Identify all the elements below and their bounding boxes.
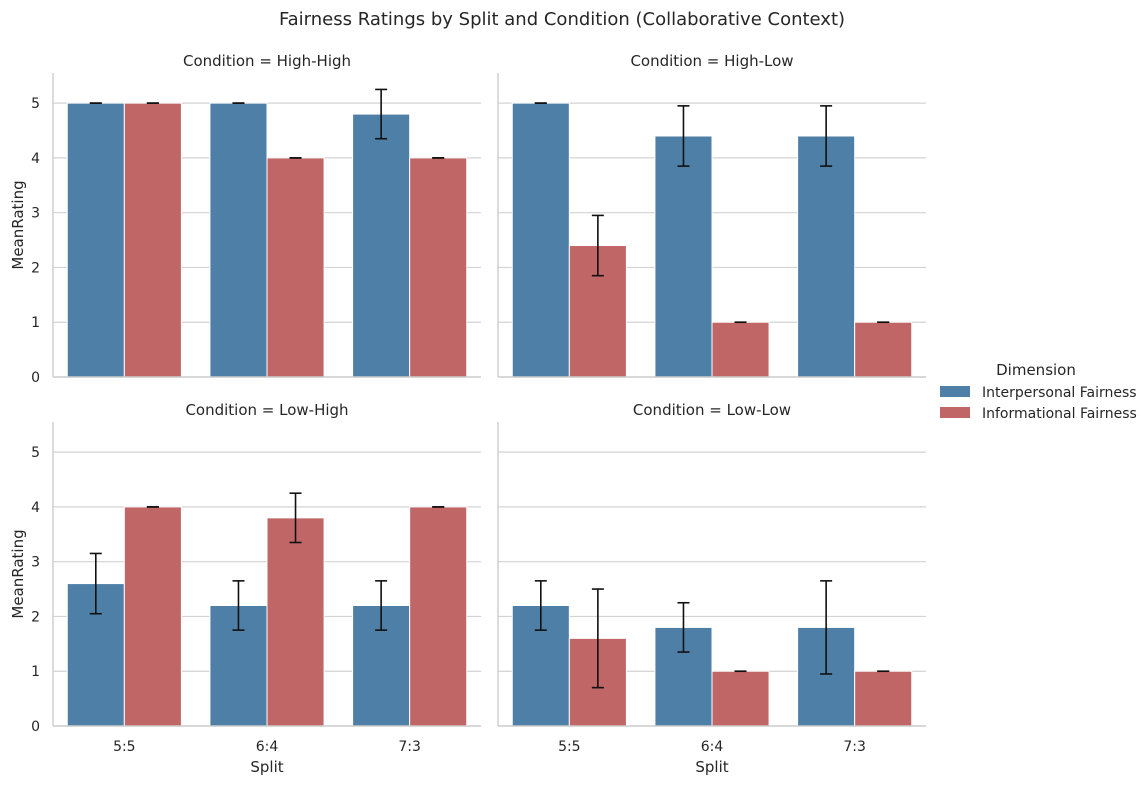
errorbar-interpersonal-fairness-7-3 (820, 580, 833, 675)
panel-condition-high-high: Condition = High-High 0 1 2 3 4 5 MeanRating (9, 52, 481, 386)
bar-informational-fairness-5-5 (123, 102, 182, 378)
bar-interpersonal-fairness-6-4 (209, 102, 268, 378)
y-tick-label: 3 (31, 555, 40, 571)
bar-informational-fairness-6-4 (711, 670, 770, 727)
legend-label: Interpersonal Fairness (982, 385, 1137, 401)
errorbar-informational-fairness-5-5 (591, 214, 604, 277)
bar-informational-fairness-6-4 (711, 321, 770, 378)
y-tick-label: 5 (31, 96, 40, 112)
y-tick-label: 5 (31, 445, 40, 461)
panel-title: Condition = High-Low (630, 52, 793, 70)
legend-label: Informational Fairness (982, 406, 1137, 422)
y-tick-label: 2 (31, 609, 40, 625)
y-axis-label: MeanRating (9, 529, 27, 618)
panel-title: Condition = Low-High (185, 401, 348, 419)
x-axis-label: Split (695, 758, 728, 776)
x-tick-label: 7:3 (398, 739, 421, 755)
panel-condition-high-low: Condition = High-Low (497, 52, 926, 378)
y-tick-label: 4 (31, 151, 40, 167)
legend-swatch (940, 407, 970, 418)
x-tick-label: 6:4 (256, 739, 279, 755)
bar-informational-fairness-7-3 (854, 321, 913, 378)
errorbar-interpersonal-fairness-5-5 (534, 580, 547, 631)
y-tick-label: 0 (31, 719, 40, 735)
errorbar-interpersonal-fairness-6-4 (232, 580, 245, 631)
bar-informational-fairness-7-3 (409, 157, 468, 378)
panels: Condition = High-High012345MeanRatingCon… (9, 52, 926, 776)
bar-informational-fairness-6-4 (266, 517, 325, 727)
errorbar-interpersonal-fairness-6-4 (677, 105, 690, 167)
legend-item-interpersonal-fairness: Interpersonal Fairness (940, 385, 1137, 401)
y-tick-label: 3 (31, 206, 40, 222)
bar-interpersonal-fairness-5-5 (511, 102, 570, 378)
bar-interpersonal-fairness-7-3 (352, 113, 411, 378)
y-tick-label: 1 (31, 315, 40, 331)
panel-title: Condition = Low-Low (633, 401, 791, 419)
figure-title: Fairness Ratings by Split and Condition … (279, 9, 845, 30)
errorbar-interpersonal-fairness-7-3 (375, 580, 388, 631)
x-tick-label: 7:3 (843, 739, 866, 755)
bar-informational-fairness-7-3 (854, 670, 913, 727)
bar-informational-fairness-5-5 (123, 506, 182, 727)
x-tick-label: 6:4 (701, 739, 724, 755)
bar-interpersonal-fairness-5-5 (66, 102, 125, 378)
errorbar-informational-fairness-5-5 (591, 588, 604, 689)
x-tick-label: 5:5 (558, 739, 581, 755)
x-axis-label: Split (250, 758, 283, 776)
panel-title: Condition = High-High (183, 52, 351, 70)
y-tick-label: 2 (31, 260, 40, 276)
errorbar-informational-fairness-6-4 (289, 492, 302, 544)
bar-informational-fairness-7-3 (409, 506, 468, 727)
errorbar-interpersonal-fairness-7-3 (820, 105, 833, 167)
legend-item-informational-fairness: Informational Fairness (940, 406, 1137, 422)
y-axis-label: MeanRating (9, 180, 27, 269)
panel-condition-low-high: Condition = Low-High 0 1 2 3 4 5 MeanRating 5:5 6… (9, 401, 481, 776)
bar-interpersonal-fairness-7-3 (797, 135, 856, 378)
bar-informational-fairness-6-4 (266, 157, 325, 378)
legend: Dimension Interpersonal Fairness Informat… (940, 361, 1137, 422)
y-tick-label: 0 (31, 370, 40, 386)
panel-condition-low-low: Condition = Low-Low 5:5 6:4 7:3 Split (497, 401, 926, 776)
errorbar-interpersonal-fairness-7-3 (375, 88, 388, 140)
legend-title: Dimension (996, 361, 1076, 379)
y-tick-label: 4 (31, 500, 40, 516)
legend-swatch (940, 386, 970, 397)
bar-interpersonal-fairness-6-4 (654, 135, 713, 378)
y-tick-label: 1 (31, 664, 40, 680)
errorbar-interpersonal-fairness-5-5 (89, 552, 102, 615)
x-tick-label: 5:5 (113, 739, 136, 755)
errorbar-interpersonal-fairness-6-4 (677, 601, 690, 653)
